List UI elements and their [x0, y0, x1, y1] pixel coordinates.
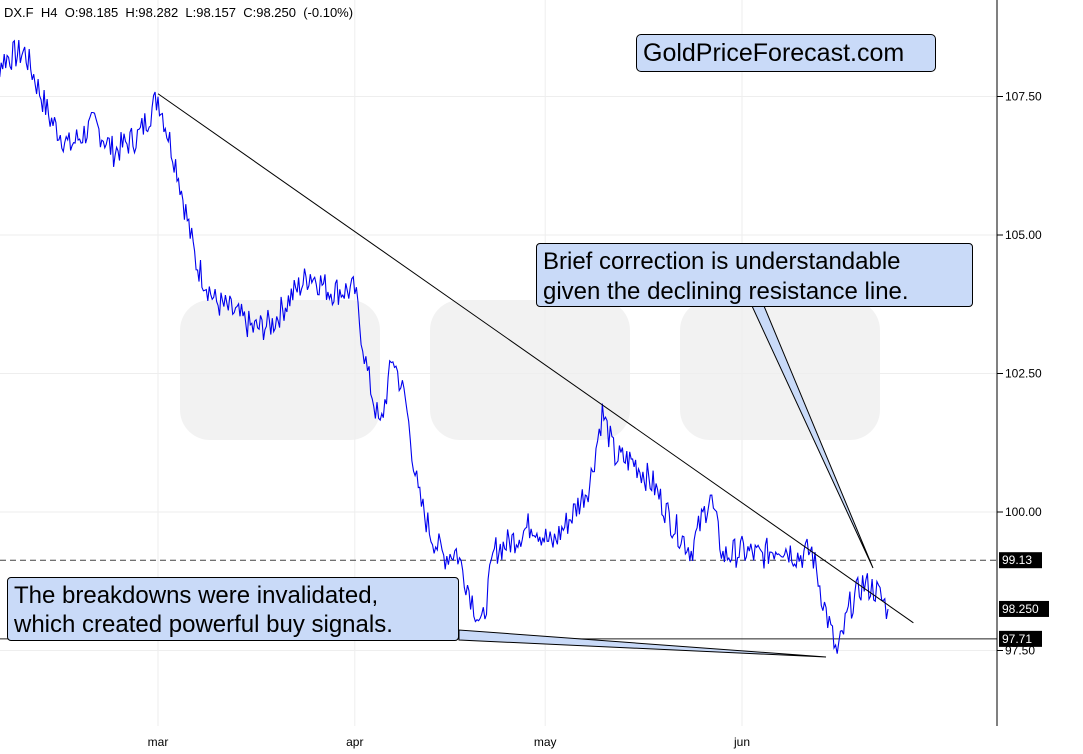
price-label: 98.250 — [1002, 602, 1039, 616]
y-tick-label: 100.00 — [1005, 505, 1042, 519]
grid — [0, 0, 997, 726]
interval-label: H4 — [40, 5, 58, 20]
resistance-trendline — [157, 93, 914, 624]
price-label-box — [999, 630, 1042, 647]
y-tick-label: 102.50 — [1005, 367, 1042, 381]
annotation-resistance: Brief correction is understandable given… — [536, 243, 973, 307]
x-axis: mar apr may jun — [148, 735, 750, 749]
price-label-box — [999, 552, 1042, 569]
y-tick-label: 107.50 — [1005, 90, 1042, 104]
price-labels: 99.13 98.250 97.71 — [999, 552, 1049, 647]
pointer-left — [458, 629, 827, 658]
annotation-breakdowns: The breakdowns were invalidated, which c… — [7, 577, 459, 641]
x-tick-label: mar — [148, 735, 169, 749]
price-label-box — [999, 600, 1049, 617]
watermark — [180, 300, 880, 440]
callout-pointers — [458, 305, 874, 658]
y-tick-label: 105.00 — [1005, 228, 1042, 242]
brand-box: GoldPriceForecast.com — [636, 34, 936, 72]
y-axis: 97.50 100.00 102.50 105.00 107.50 — [997, 90, 1042, 658]
symbol-label: DX.F — [4, 5, 34, 20]
y-tick-label: 97.50 — [1005, 644, 1035, 658]
trendlines — [157, 93, 914, 624]
header-line: DX.F H4 O:98.185 H:98.282 L:98.157 C:98.… — [4, 5, 353, 20]
price-series — [0, 39, 889, 654]
x-tick-label: may — [534, 735, 557, 749]
price-label: 97.71 — [1002, 632, 1032, 646]
price-label: 99.13 — [1002, 553, 1032, 567]
x-tick-label: jun — [733, 735, 750, 749]
price-line — [0, 39, 889, 654]
x-tick-label: apr — [346, 735, 363, 749]
ohlc-readout: O:98.185 H:98.282 L:98.157 C:98.250 (-0.… — [64, 5, 354, 20]
